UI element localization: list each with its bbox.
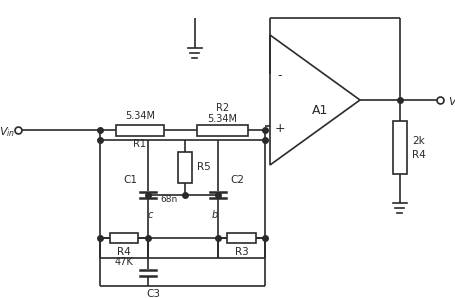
Text: 47K: 47K: [114, 257, 133, 267]
Bar: [177, 152, 192, 183]
Text: 68n: 68n: [160, 195, 177, 204]
Text: C1: C1: [123, 175, 136, 185]
Text: R4: R4: [117, 247, 131, 257]
Text: +: +: [274, 122, 285, 134]
Text: R4: R4: [411, 150, 425, 161]
Text: R1: R1: [133, 139, 146, 149]
Text: 5.34M: 5.34M: [207, 114, 237, 124]
Text: 5.34M: 5.34M: [125, 111, 155, 121]
Text: C2: C2: [229, 175, 243, 185]
Text: R2: R2: [216, 103, 228, 113]
Text: $V_{in}$: $V_{in}$: [0, 125, 15, 139]
Bar: [116, 125, 164, 136]
Bar: [197, 125, 248, 136]
Bar: [227, 233, 255, 243]
Text: C3: C3: [146, 289, 160, 298]
Text: R3: R3: [234, 247, 248, 257]
Bar: [392, 121, 406, 174]
Text: 2k: 2k: [411, 136, 424, 147]
Text: A1: A1: [311, 103, 328, 117]
Bar: [109, 233, 138, 243]
Text: -: -: [277, 69, 282, 83]
Text: b: b: [212, 210, 217, 220]
Text: c: c: [147, 210, 152, 220]
Text: $V_o$: $V_o$: [447, 95, 455, 109]
Text: R5: R5: [197, 162, 210, 173]
